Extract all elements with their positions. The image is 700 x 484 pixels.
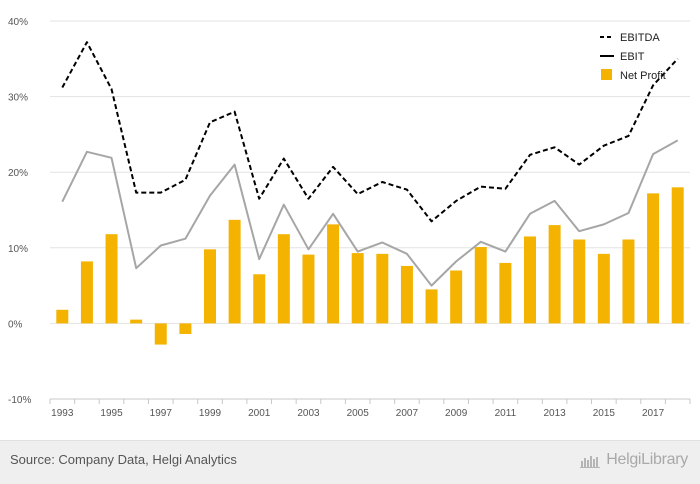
net-profit-bar [400, 265, 413, 324]
net-profit-bar [573, 239, 586, 324]
net-profit-bar [524, 236, 536, 324]
brand-name: HelgiLibrary [606, 451, 688, 468]
net-profit-bar [474, 247, 487, 324]
net-profit-bars [56, 187, 684, 345]
ebit-line [61, 139, 679, 287]
net-profit-bar [327, 224, 340, 324]
net-profit-bar [80, 261, 93, 324]
net-profit-bar [647, 193, 660, 324]
x-tick-label: 1997 [150, 408, 173, 419]
net-profit-bar [204, 249, 216, 324]
footer: Source: Company Data, Helgi Analytics He… [0, 440, 700, 484]
net-profit-bar [499, 262, 512, 324]
line-series [61, 41, 679, 287]
net-profit-bar [622, 239, 635, 324]
net-profit-bar [450, 270, 463, 324]
x-tick-label: 2005 [347, 408, 370, 419]
grid-lines [50, 20, 690, 400]
net-profit-bar [351, 253, 364, 324]
x-tick-label: 2007 [396, 408, 419, 419]
y-tick-label: 10% [8, 244, 28, 255]
net-profit-bar [253, 274, 266, 324]
legend: EBITDA EBIT Net Profit [600, 32, 666, 82]
net-profit-bar [105, 234, 118, 324]
y-tick-label: 20% [8, 168, 28, 179]
net-profit-bar [597, 253, 610, 324]
net-profit-bar [179, 323, 192, 334]
legend-ebitda-label: EBITDA [620, 32, 660, 44]
y-axis-labels: 40% 30% 20% 10% 0% -10% [8, 17, 31, 406]
x-tick-label: 2001 [248, 408, 271, 419]
y-tick-label: 40% [8, 17, 28, 28]
chart: 40% 30% 20% 10% 0% -10% 1993 1995 1997 1999 2001 2… [8, 17, 691, 419]
x-tick-label: 1999 [199, 408, 222, 419]
net-profit-bar [376, 253, 389, 324]
x-tick-label: 2013 [543, 408, 566, 419]
net-profit-bar [302, 254, 315, 324]
x-tick-label: 2017 [642, 408, 665, 419]
source-note: Source: Company Data, Helgi Analytics [10, 452, 237, 467]
net-profit-bar [425, 289, 438, 324]
x-tick-label: 1995 [100, 408, 123, 419]
library-logo-icon [580, 456, 601, 468]
x-tick-label: 1993 [51, 408, 74, 419]
y-tick-label: 0% [8, 319, 23, 330]
x-axis: 1993 1995 1997 1999 2001 2003 2005 2007 2009 2011… [49, 398, 691, 419]
brand-logo: HelgiLibrary [580, 451, 688, 469]
net-profit-bar [228, 219, 241, 324]
y-tick-label: -10% [8, 395, 31, 406]
legend-net-profit-label: Net Profit [620, 70, 666, 82]
legend-net-profit-swatch [601, 69, 612, 80]
x-tick-label: 2015 [593, 408, 616, 419]
net-profit-bar [56, 309, 69, 324]
net-profit-bar [548, 225, 561, 324]
x-tick-label: 2011 [495, 408, 517, 419]
y-tick-label: 30% [8, 93, 28, 104]
net-profit-bar [130, 319, 143, 324]
legend-ebit-label: EBIT [620, 51, 645, 63]
net-profit-bar [154, 323, 167, 345]
x-tick-label: 2003 [297, 408, 320, 419]
net-profit-bar [671, 187, 684, 324]
ebitda-line [61, 41, 679, 223]
net-profit-bar [277, 234, 290, 324]
x-tick-label: 2009 [445, 408, 468, 419]
